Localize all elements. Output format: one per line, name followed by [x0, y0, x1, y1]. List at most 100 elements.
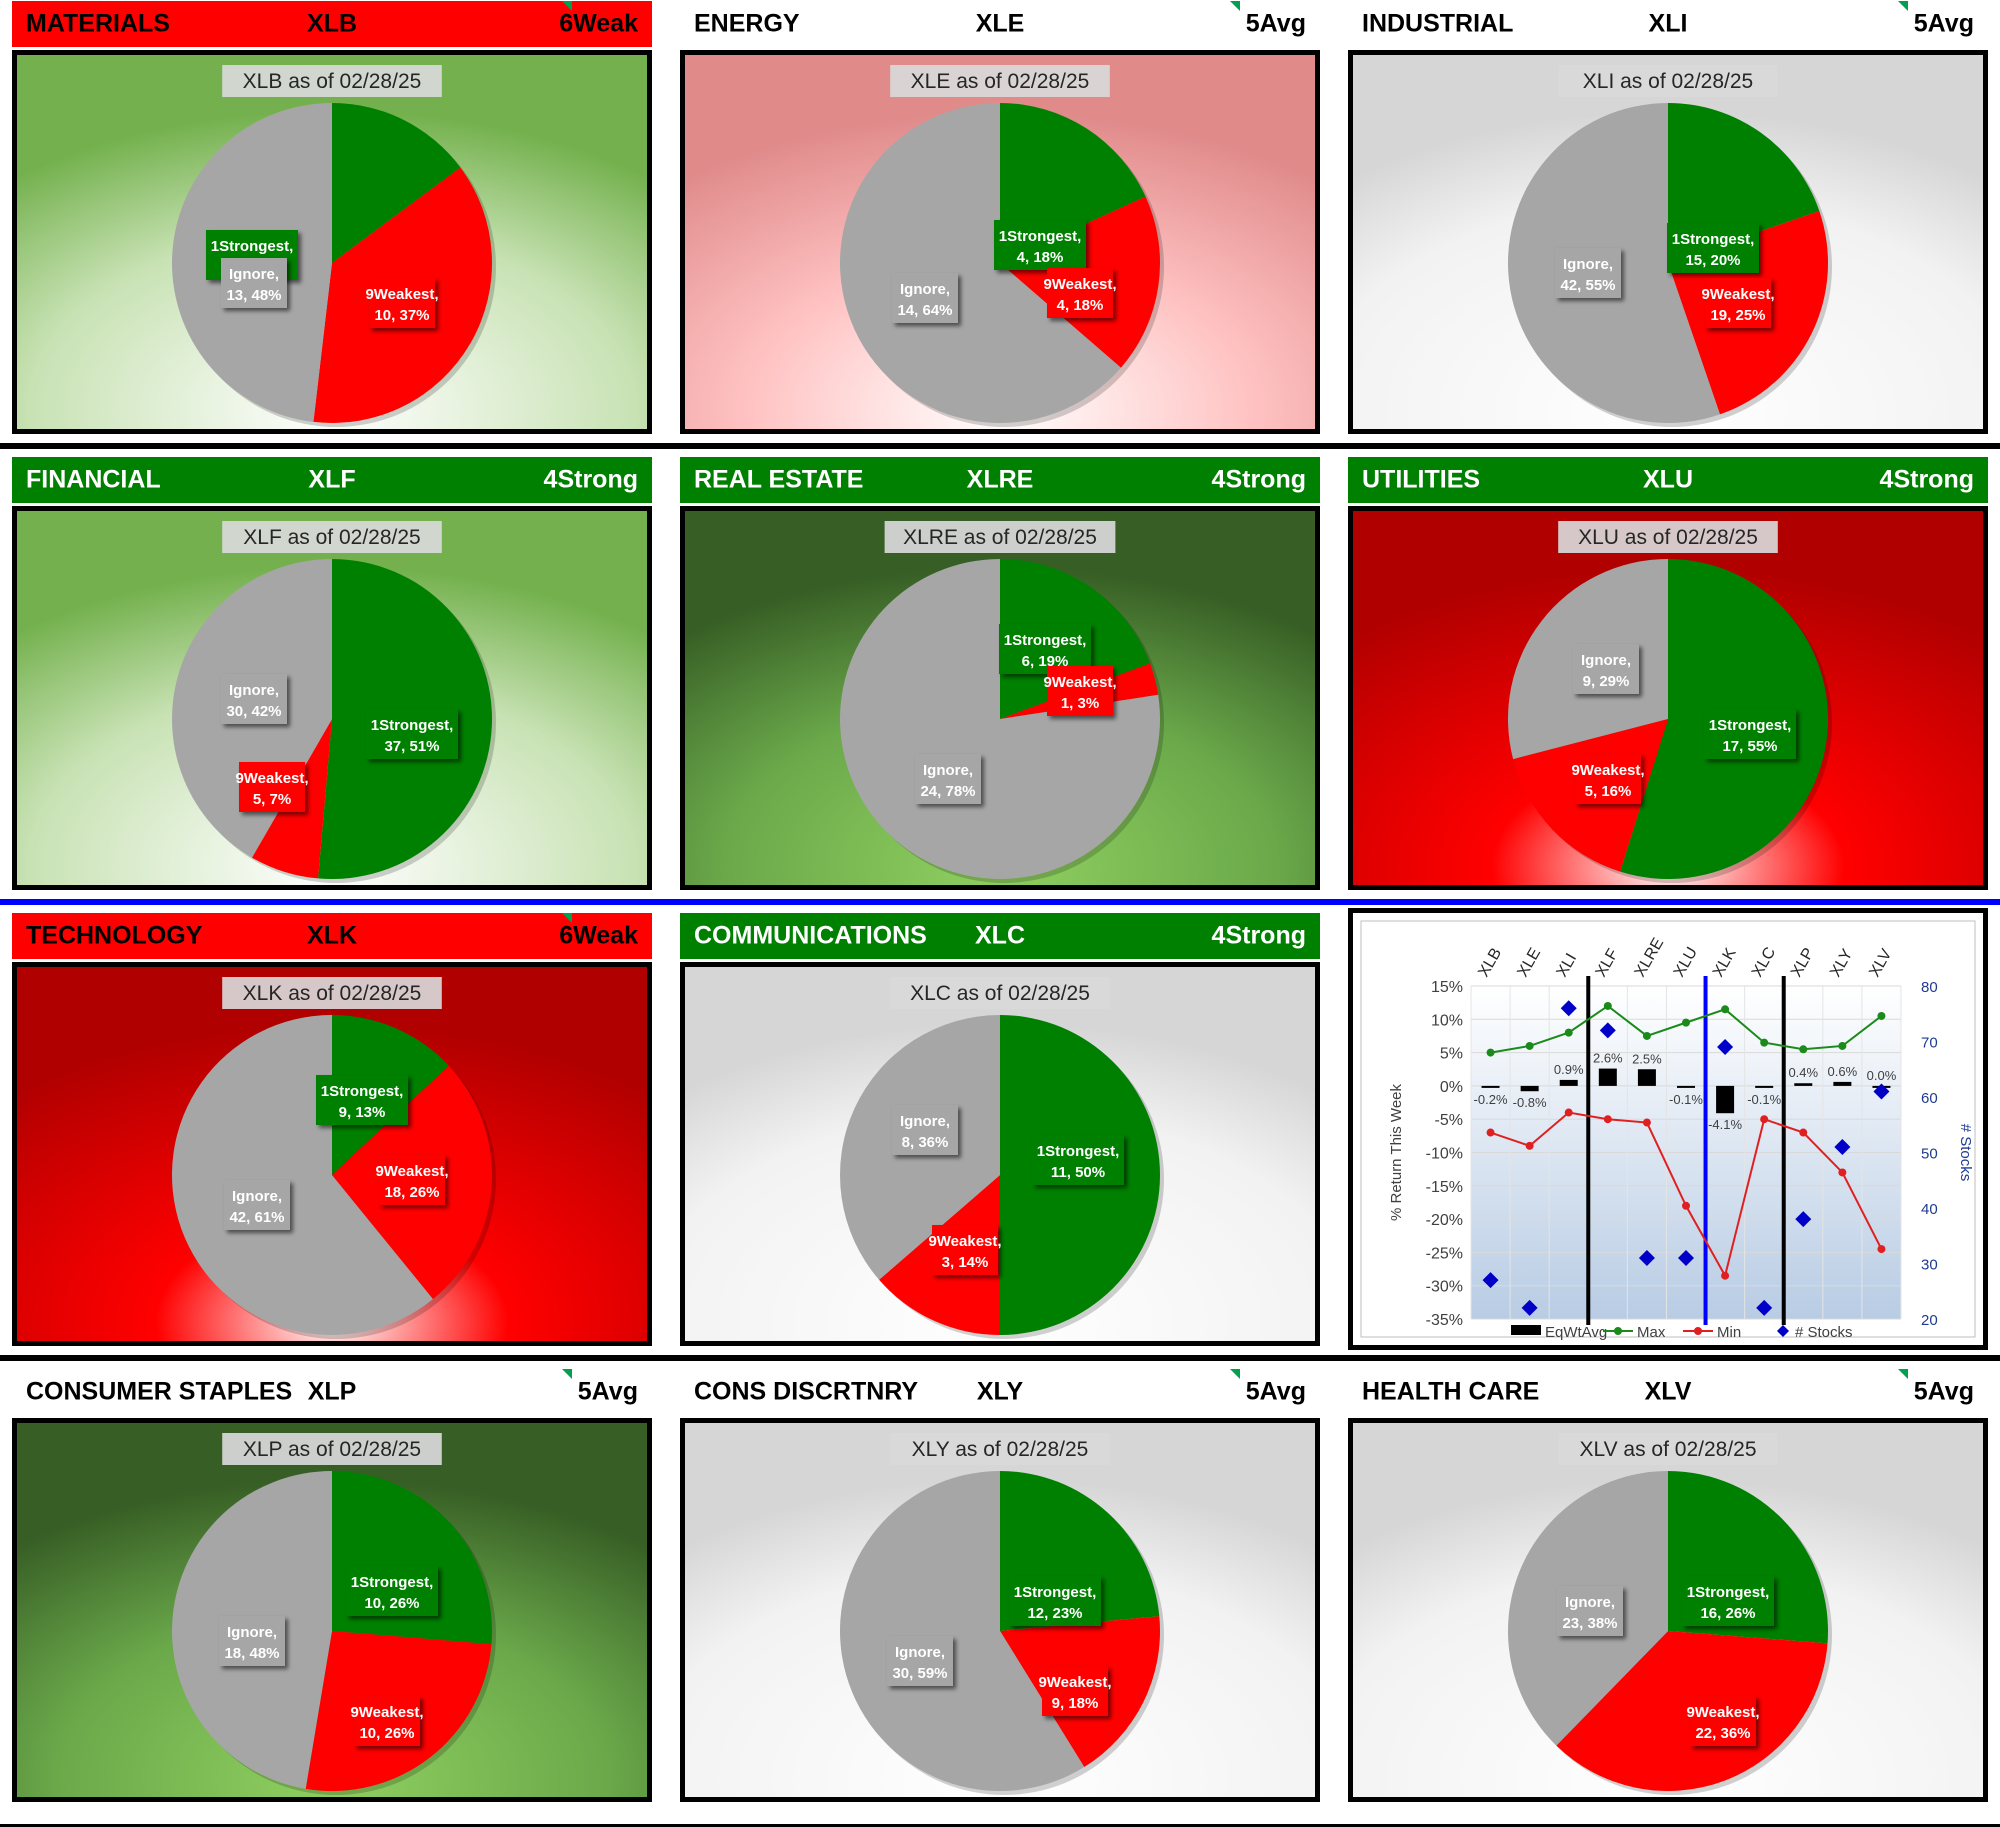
min-point	[1760, 1115, 1769, 1124]
pie-label-strongest: 1Strongest, 9, 13%	[316, 1075, 408, 1125]
sector-header-xle: XLE ENERGY 5Avg	[680, 1, 1320, 47]
pie-title: XLRE as of 02/28/25	[884, 521, 1116, 553]
eqwtavg-label: -0.2%	[1474, 1092, 1508, 1107]
svg-text:8, 36%: 8, 36%	[902, 1134, 949, 1151]
svg-text:1Strongest,: 1Strongest,	[321, 1083, 404, 1100]
sector-status: 5Avg	[1913, 9, 1974, 38]
max-point	[1564, 1028, 1573, 1037]
weekly-return-chart-svg: 15% 10% 5% 0% -5% -10% -15% -20% -25% -30% -35% 80 7…	[1360, 920, 1976, 1341]
min-point	[1486, 1128, 1495, 1137]
sector-status: 5Avg	[1245, 9, 1306, 38]
row-separator-1	[0, 443, 2000, 449]
y-tick-label: -20%	[1426, 1212, 1463, 1229]
svg-text:18, 48%: 18, 48%	[224, 1645, 279, 1662]
eqwtavg-label: 0.4%	[1788, 1065, 1818, 1080]
svg-text:Ignore,: Ignore,	[229, 682, 279, 699]
svg-text:18, 26%: 18, 26%	[384, 1184, 439, 1201]
svg-text:XLV as of 02/28/25: XLV as of 02/28/25	[1579, 1438, 1756, 1461]
svg-text:9, 29%: 9, 29%	[1583, 673, 1630, 690]
svg-text:1, 3%: 1, 3%	[1061, 695, 1099, 712]
sector-status: 5Avg	[1913, 1377, 1974, 1406]
sector-name: TECHNOLOGY	[26, 921, 203, 950]
eqwtavg-label: 2.6%	[1593, 1051, 1623, 1066]
sector-name: REAL ESTATE	[694, 465, 864, 494]
y2-tick-label: 40	[1921, 1201, 1938, 1218]
max-point	[1682, 1018, 1690, 1027]
pie-title: XLB as of 02/28/25	[222, 65, 442, 97]
sector-header-xlk: XLK TECHNOLOGY 6Weak	[12, 913, 652, 959]
pie-label-strongest: 1Strongest, 4, 18%	[994, 220, 1086, 270]
pie-label-weakest: 9Weakest, 1, 3%	[1043, 666, 1117, 716]
svg-text:EqWtAvg: EqWtAvg	[1545, 1324, 1607, 1341]
sector-name: MATERIALS	[26, 9, 170, 38]
pie-label-ignore: Ignore, 42, 55%	[1555, 248, 1621, 298]
sector-header-xlf: XLF FINANCIAL 4Strong	[12, 457, 652, 503]
status-flag-marker	[562, 1369, 572, 1379]
min-point	[1799, 1128, 1808, 1137]
sector-header-xlb: XLB MATERIALS 6Weak	[12, 1, 652, 47]
sector-ticker: XLF	[308, 465, 356, 494]
eqwtavg-label: -0.1%	[1747, 1092, 1781, 1107]
svg-text:9Weakest,: 9Weakest,	[1043, 674, 1116, 691]
stocks-count-point	[1834, 1138, 1851, 1155]
svg-text:10, 26%: 10, 26%	[364, 1595, 419, 1612]
pie-title: XLU as of 02/28/25	[1558, 521, 1778, 553]
sector-name: CONS DISCRTNRY	[694, 1377, 919, 1406]
min-point	[1838, 1168, 1847, 1177]
svg-text:15, 20%: 15, 20%	[1685, 252, 1740, 269]
svg-text:9Weakest,: 9Weakest,	[928, 1233, 1001, 1250]
svg-text:1Strongest,: 1Strongest,	[1004, 632, 1087, 649]
sector-status: 4Strong	[1211, 921, 1306, 950]
pie-label-strongest: 1Strongest, 12, 23%	[1009, 1576, 1101, 1626]
svg-text:XLK as of 02/28/25: XLK as of 02/28/25	[243, 982, 422, 1005]
min-point	[1721, 1271, 1730, 1280]
y-tick-label: -15%	[1426, 1179, 1463, 1196]
pie-chart-xlu: XLU as of 02/28/25 1Strongest, 17, 55% 9Wea…	[1353, 511, 1983, 885]
svg-text:9Weakest,: 9Weakest,	[1571, 762, 1644, 779]
svg-text:17, 55%: 17, 55%	[1722, 738, 1777, 755]
pie-label-ignore: Ignore, 18, 48%	[219, 1616, 285, 1666]
sector-ticker: XLU	[1643, 465, 1693, 494]
sector-name: INDUSTRIAL	[1362, 9, 1514, 38]
svg-text:30, 42%: 30, 42%	[226, 703, 281, 720]
svg-text:3, 14%: 3, 14%	[942, 1254, 989, 1271]
pie-panel-xlv: XLV as of 02/28/25 1Strongest, 16, 26% 9Wea…	[1348, 1418, 1988, 1802]
svg-text:Ignore,: Ignore,	[232, 1188, 282, 1205]
svg-text:13, 48%: 13, 48%	[226, 287, 281, 304]
svg-text:Max: Max	[1637, 1324, 1666, 1341]
svg-text:Ignore,: Ignore,	[900, 281, 950, 298]
svg-text:16, 26%: 16, 26%	[1700, 1605, 1755, 1622]
pie-title: XLK as of 02/28/25	[222, 977, 442, 1009]
pie-label-ignore: Ignore, 23, 38%	[1557, 1586, 1623, 1636]
sector-ticker: XLE	[975, 9, 1025, 38]
pie-label-strongest: 1Strongest, 17, 55%	[1704, 709, 1796, 759]
pie-label-weakest: 9Weakest, 22, 36%	[1686, 1696, 1760, 1746]
eqwtavg-bar	[1716, 1085, 1735, 1114]
max-point	[1642, 1031, 1651, 1040]
sector-ticker: XLP	[307, 1377, 357, 1406]
svg-text:14, 64%: 14, 64%	[897, 302, 952, 319]
eqwtavg-label: 0.0%	[1867, 1068, 1897, 1083]
eqwtavg-bar	[1794, 1083, 1813, 1086]
svg-text:XLF as of 02/28/25: XLF as of 02/28/25	[243, 526, 420, 549]
pie-panel-xlp: XLP as of 02/28/25 1Strongest, 10, 26% 9Wea…	[12, 1418, 652, 1802]
max-point	[1486, 1048, 1495, 1057]
legend-item: # Stocks	[1777, 1324, 1853, 1341]
sector-ticker: XLY	[976, 1377, 1024, 1406]
sector-name: UTILITIES	[1362, 465, 1481, 494]
sector-header-xli: XLI INDUSTRIAL 5Avg	[1348, 1, 1988, 47]
stocks-count-point	[1795, 1211, 1812, 1228]
pie-label-weakest: 9Weakest, 5, 16%	[1571, 754, 1645, 804]
sector-name: HEALTH CARE	[1362, 1377, 1540, 1406]
pie-chart-xli: XLI as of 02/28/25 1Strongest, 15, 20% 9Wea…	[1353, 55, 1983, 429]
svg-text:1Strongest,: 1Strongest,	[1037, 1143, 1120, 1160]
pie-panel-xlu: XLU as of 02/28/25 1Strongest, 17, 55% 9Wea…	[1348, 506, 1988, 890]
svg-text:9Weakest,: 9Weakest,	[375, 1163, 448, 1180]
y-tick-label: -25%	[1426, 1245, 1463, 1262]
legend-item: EqWtAvg	[1511, 1324, 1607, 1341]
eqwtavg-label: 2.5%	[1632, 1051, 1662, 1066]
svg-text:9Weakest,: 9Weakest,	[365, 286, 438, 303]
